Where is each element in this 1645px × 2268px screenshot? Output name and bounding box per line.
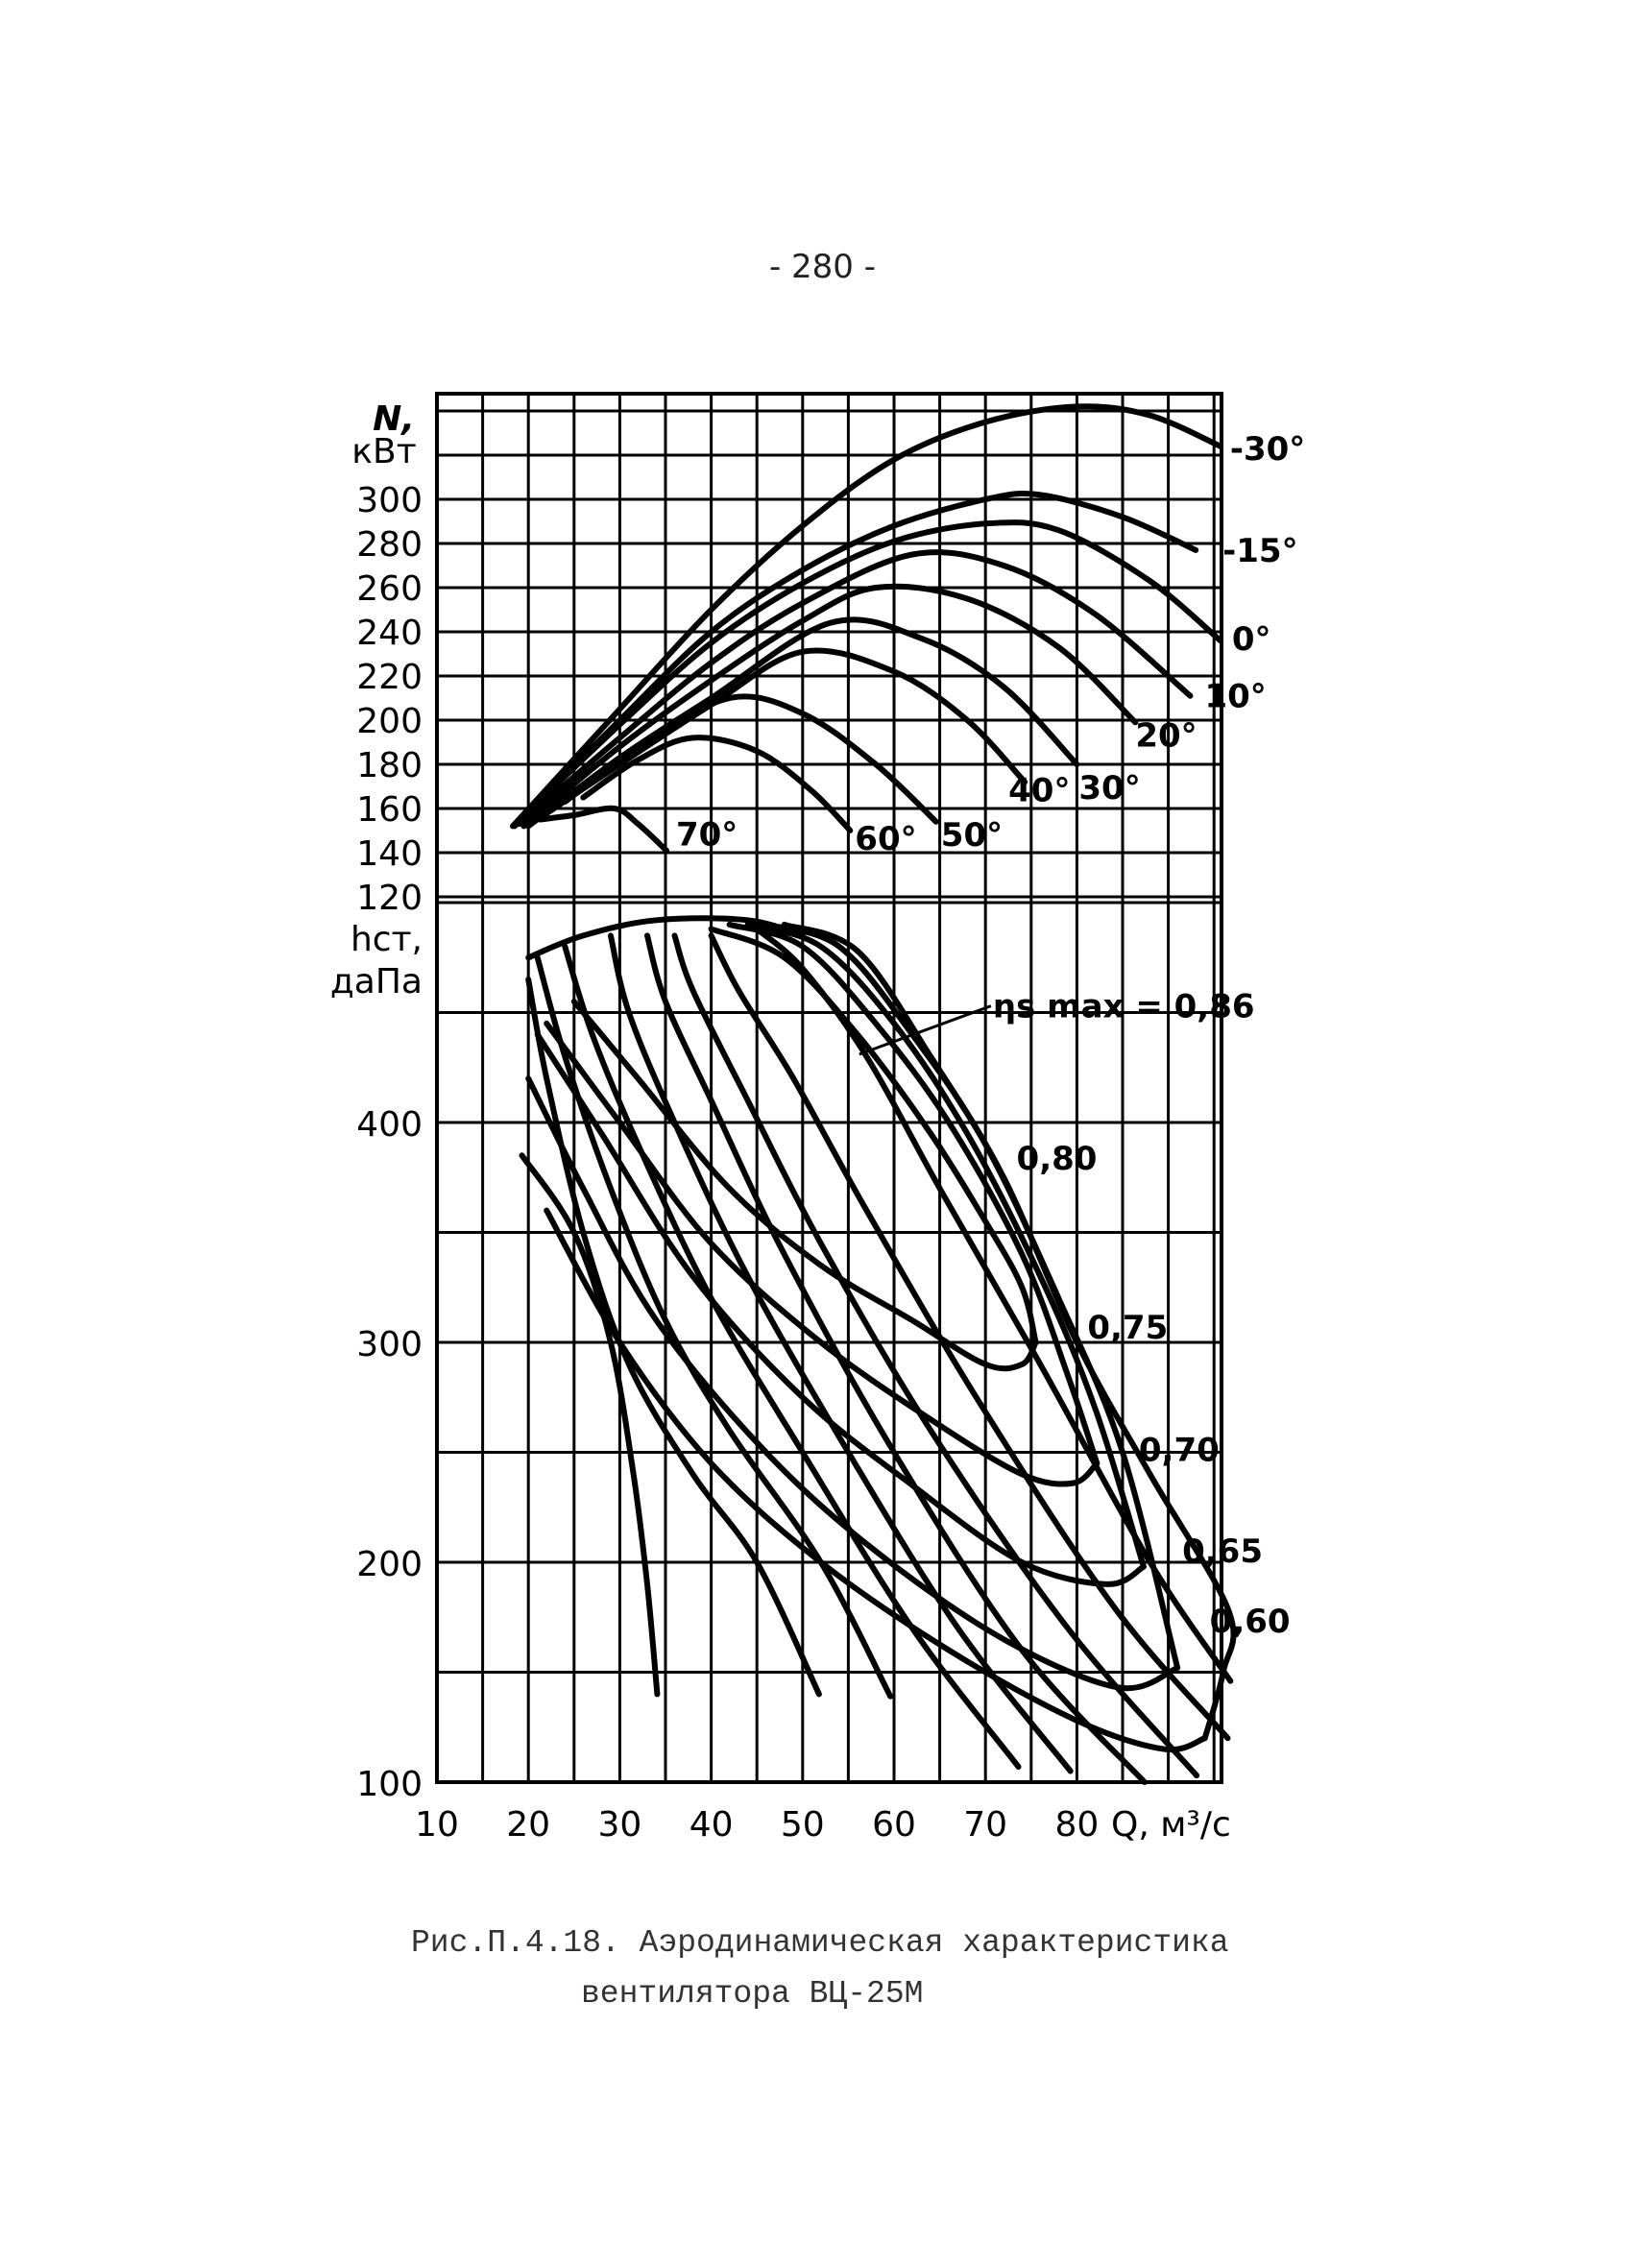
blade-angle-label: -30° [1230, 430, 1305, 469]
pressure-curve [644, 932, 1148, 1785]
power-tick-label: 280 [356, 525, 423, 565]
blade-angle-label: -15° [1222, 532, 1297, 570]
blade-angle-label: 60° [855, 820, 916, 858]
efficiency-label: 0,75 [1087, 1309, 1168, 1347]
x-tick-label: 10 [415, 1805, 459, 1845]
power-curve [580, 735, 854, 833]
efficiency-contour [744, 921, 1147, 1570]
pressure-curve [708, 932, 1231, 1742]
efficiency-max-label: ηs max = 0,86 [993, 988, 1255, 1026]
pressure-axis-label: hст, [351, 920, 423, 959]
power-curve [562, 693, 939, 825]
power-axis-unit: кВт [351, 432, 416, 471]
pressure-curve [519, 1152, 661, 1698]
efficiency-contour [726, 921, 1101, 1466]
x-tick-label: 80 [1054, 1805, 1099, 1845]
x-tick-label: 30 [597, 1805, 641, 1845]
power-axis-label: N, [373, 399, 415, 439]
x-tick-label: 20 [506, 1805, 550, 1845]
blade-angle-label: 30° [1078, 769, 1140, 808]
blade-angle-label: 0° [1232, 620, 1271, 659]
power-tick-label: 220 [356, 658, 423, 697]
power-curve [534, 647, 1028, 823]
x-axis-label: Q, м³/с [1111, 1805, 1231, 1845]
efficiency-contour [781, 921, 1237, 1742]
power-curve [512, 519, 1223, 828]
power-tick-label: 240 [356, 614, 423, 653]
blade-angle-label: 70° [676, 816, 738, 855]
efficiency-label: 0,60 [1210, 1603, 1291, 1641]
pressure-curve [525, 977, 822, 1698]
power-tick-label: 260 [356, 569, 423, 609]
power-curve [510, 403, 1223, 830]
power-tick-label: 140 [356, 834, 423, 874]
caption-line-1: Рис.П.4.18. Аэродинамическая характерист… [411, 1925, 1229, 1961]
efficiency-label: 0,80 [1017, 1140, 1098, 1178]
power-curve [511, 491, 1199, 830]
efficiency-contour [525, 1075, 1181, 1692]
power-curve [516, 549, 1194, 828]
pressure-curve [607, 932, 1074, 1774]
pressure-axis-unit: даПа [330, 962, 423, 1001]
efficiency-contour [762, 921, 1181, 1671]
efficiency-contour [544, 1207, 1208, 1753]
pressure-tick-label: 400 [356, 1105, 423, 1145]
efficiency-contour [570, 999, 1039, 1372]
blade-angle-label: 40° [1008, 771, 1070, 809]
pressure-curve [671, 932, 1200, 1779]
power-tick-label: 120 [356, 879, 423, 918]
plot-frame [435, 392, 1223, 1784]
efficiency-contour [534, 1031, 1147, 1587]
x-tick-label: 60 [872, 1805, 916, 1845]
efficiency-contour [708, 926, 1039, 1345]
pressure-tick-label: 100 [356, 1765, 423, 1804]
efficiency-label: 0,70 [1139, 1432, 1220, 1470]
efficiency-max-pointer [859, 1004, 992, 1056]
power-curve [537, 805, 669, 854]
pressure-curve [534, 954, 894, 1700]
power-tick-label: 200 [356, 702, 423, 741]
x-tick-label: 40 [689, 1805, 734, 1845]
blade-angle-label: 50° [941, 816, 1003, 855]
pressure-tick-label: 300 [356, 1325, 423, 1364]
x-tick-label: 70 [963, 1805, 1007, 1845]
power-tick-label: 180 [356, 746, 423, 785]
power-curve [520, 583, 1139, 830]
caption-line-2: вентилятора ВЦ-25М [581, 1976, 924, 2012]
power-tick-label: 160 [356, 790, 423, 830]
page-number: - 280 - [768, 248, 877, 286]
pressure-tick-label: 200 [356, 1545, 423, 1584]
power-tick-label: 300 [356, 481, 423, 520]
blade-angle-label: 10° [1204, 678, 1266, 716]
blade-angle-label: 20° [1135, 716, 1197, 755]
x-tick-label: 50 [781, 1805, 825, 1845]
efficiency-contour [544, 1020, 1101, 1487]
